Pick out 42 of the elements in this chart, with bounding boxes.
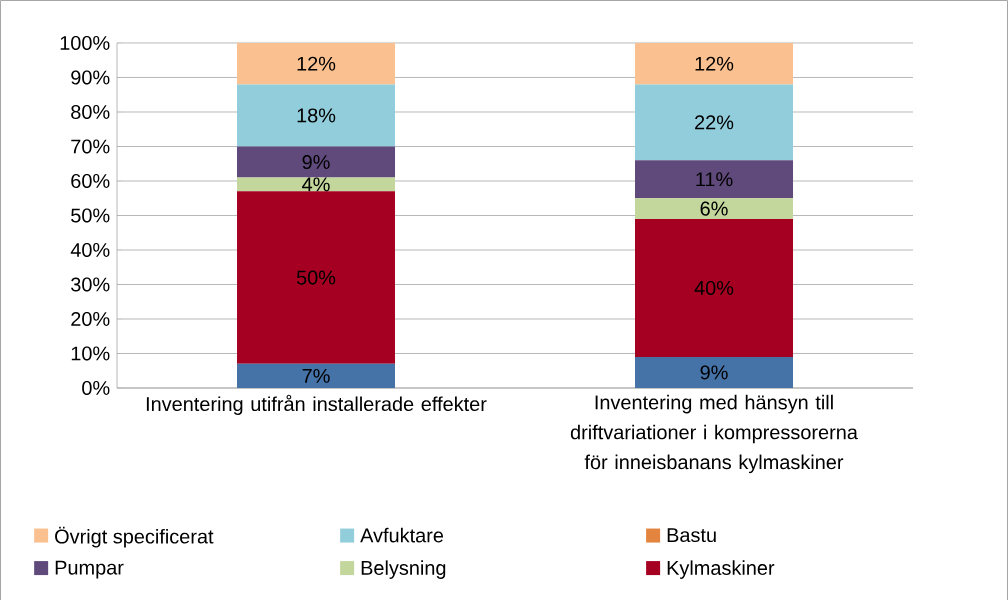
legend-label: Övrigt specificerat: [55, 526, 214, 548]
data-label: 7%: [302, 368, 330, 383]
bar: [237, 146, 396, 178]
y-tick-label: 70%: [71, 139, 110, 154]
data-label: 18%: [297, 108, 336, 123]
data-label: 4%: [302, 177, 330, 192]
y-tick-label: 90%: [71, 70, 110, 85]
data-label: 11%: [696, 172, 733, 187]
bar: [237, 363, 396, 388]
data-label: 12%: [297, 56, 336, 71]
y-tick-label: 80%: [71, 104, 110, 120]
bar: [635, 42, 794, 85]
legend-label: Pumpar: [55, 560, 124, 579]
bar: [237, 84, 396, 147]
data-label: 50%: [296, 270, 336, 285]
y-tick-label: 40%: [70, 242, 110, 258]
y-tick-label: 60%: [71, 173, 110, 189]
legend-label: Kylmaskiner: [667, 560, 775, 579]
y-tick-label: 0%: [82, 380, 110, 396]
data-label: 12%: [695, 56, 734, 71]
bar: [237, 42, 396, 85]
data-label: 9%: [700, 365, 728, 380]
data-label: 40%: [694, 280, 734, 295]
y-tick-label: 100%: [60, 35, 110, 51]
data-label: 22%: [695, 115, 734, 130]
x-tick-label: Inventering utifrån installerade effekter: [146, 394, 487, 416]
bar: [635, 198, 794, 219]
y-tick-label: 10%: [71, 346, 110, 361]
bar: [635, 356, 794, 388]
data-label: 6%: [700, 201, 728, 216]
legend-label: Avfuktare: [360, 527, 444, 543]
legend-label: Bastu: [667, 528, 716, 543]
y-tick-label: 50%: [71, 208, 110, 223]
bar: [635, 218, 794, 357]
y-tick-label: 30%: [71, 277, 110, 292]
x-tick-label: Inventering med hänsyn till driftvariationer i kompressorerna för inneisbanans kylmaskiner: [570, 394, 858, 474]
y-tick-label: 20%: [71, 311, 110, 327]
bar: [635, 160, 794, 199]
bar: [237, 191, 396, 364]
legend-label: Belysning: [361, 560, 446, 579]
bar: [635, 84, 794, 161]
data-label: 9%: [302, 154, 330, 170]
